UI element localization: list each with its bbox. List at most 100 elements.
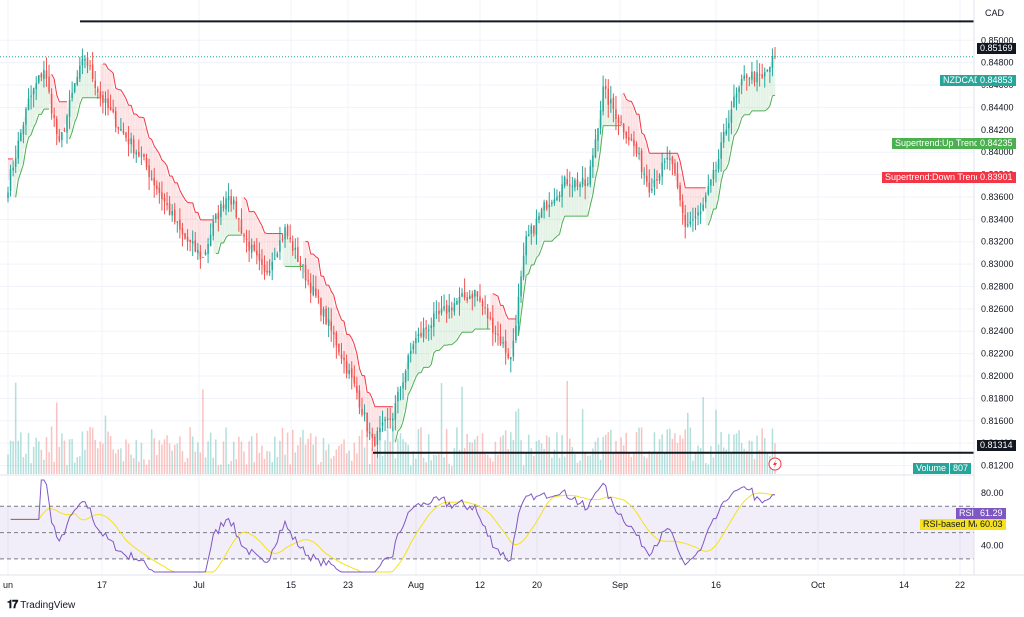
candle-body xyxy=(584,179,586,187)
candle-body xyxy=(594,139,597,158)
candle-body xyxy=(76,77,79,85)
supertrend-down-fill xyxy=(269,233,273,267)
volume-bar xyxy=(256,433,258,474)
supertrend-down-fill xyxy=(192,212,196,246)
supertrend-down-fill xyxy=(277,233,281,247)
supertrend-up-fill xyxy=(769,62,773,96)
candle-body xyxy=(12,167,14,171)
supertrend-up-fill xyxy=(559,190,563,224)
candle-body xyxy=(628,137,630,141)
currency-label[interactable]: CAD xyxy=(985,8,1005,18)
volume-bar xyxy=(569,438,571,474)
candle-body xyxy=(466,297,468,301)
supertrend-up-segment xyxy=(730,135,735,149)
volume-bar xyxy=(76,457,79,474)
time-tick: 23 xyxy=(343,580,353,590)
supertrend-up-segment xyxy=(22,148,27,165)
volume-bar xyxy=(463,448,466,474)
supertrend-down-fill xyxy=(8,158,11,181)
candle-body xyxy=(445,304,448,314)
candle-body xyxy=(771,56,774,68)
candle-body xyxy=(271,261,273,271)
supertrend-down-fill xyxy=(159,160,163,196)
volume-bar xyxy=(176,443,179,474)
supertrend-up-fill xyxy=(603,87,606,126)
supertrend-down-fill xyxy=(495,296,499,335)
volume-bar xyxy=(702,397,704,474)
supertrend-up-segment xyxy=(741,114,745,119)
supertrend-down-fill xyxy=(677,161,681,193)
supertrend-up-segment xyxy=(407,389,412,395)
supertrend-down-fill xyxy=(200,219,204,258)
supertrend-up-segment xyxy=(551,238,555,242)
supertrend-down-fill xyxy=(672,153,676,169)
volume-bar xyxy=(687,412,689,474)
rsi-pane: 80.00 40.00 xyxy=(0,479,1004,573)
candle-body xyxy=(114,111,117,128)
volume-bar xyxy=(484,453,486,474)
candle-body xyxy=(330,321,332,331)
volume-bar xyxy=(150,429,153,474)
supertrend-down-fill xyxy=(151,146,155,182)
supertrend-down-segment xyxy=(125,98,130,106)
volume-bar xyxy=(99,441,102,474)
candle-body xyxy=(622,123,625,133)
supertrend-down-segment xyxy=(158,153,163,161)
supertrend-up-fill xyxy=(41,74,45,110)
candle-body xyxy=(209,234,212,246)
supertrend-down-segment xyxy=(176,182,181,191)
candle-body xyxy=(107,98,109,109)
supertrend-down-fill xyxy=(631,106,635,143)
candle-body xyxy=(215,214,217,219)
volume-bar xyxy=(243,451,245,474)
volume-bar xyxy=(748,440,751,474)
volume-bar xyxy=(132,458,135,474)
candle-body xyxy=(368,432,371,434)
candle-body xyxy=(63,130,66,132)
volume-bar xyxy=(58,446,61,474)
supertrend-up-fill xyxy=(536,217,540,256)
candle-body xyxy=(615,109,617,120)
candle-body xyxy=(202,257,204,259)
volume-bar xyxy=(722,447,725,474)
supertrend-down-segment xyxy=(633,106,637,115)
supertrend-up-fill xyxy=(716,164,719,199)
supertrend-down-segment xyxy=(643,134,648,143)
volume-bar xyxy=(40,449,43,474)
candle-body xyxy=(50,93,53,114)
supertrend-up-fill xyxy=(413,340,417,378)
candle-body xyxy=(476,291,479,297)
candle-body xyxy=(612,97,615,110)
supertrend-down-segment xyxy=(151,139,155,147)
supertrend-up-fill xyxy=(754,77,758,111)
supertrend-up-fill xyxy=(708,182,712,219)
volume-bar xyxy=(181,451,184,474)
supertrend-down-segment xyxy=(323,275,327,286)
volume-bar xyxy=(50,426,53,474)
candle-body xyxy=(733,96,735,108)
volume-bar xyxy=(479,453,481,474)
candle-body xyxy=(517,296,520,324)
candle-body xyxy=(425,327,427,330)
candle-body xyxy=(525,236,527,256)
candle-body xyxy=(40,73,43,78)
price-tick: 0.83000 xyxy=(981,259,1014,269)
volume-bar xyxy=(730,453,733,474)
supertrend-down-fill xyxy=(369,398,373,436)
tradingview-logo[interactable]: 𝟏𝟕 TradingView xyxy=(7,599,75,612)
rsi-tick: 80.00 xyxy=(981,488,1004,498)
supertrend-down-fill xyxy=(662,153,665,162)
lightning-icon[interactable] xyxy=(768,457,782,471)
supertrend-up-fill xyxy=(533,226,537,258)
volume-bar xyxy=(422,457,425,474)
volume-bar xyxy=(84,449,86,474)
volume-bar xyxy=(343,439,345,474)
supertrend-down-fill xyxy=(682,187,686,221)
time-tick: 20 xyxy=(532,580,542,590)
candle-body xyxy=(143,154,145,157)
candle-body xyxy=(194,240,197,252)
volume-bar xyxy=(651,453,653,474)
volume-bar xyxy=(381,455,384,474)
candle-body xyxy=(309,282,312,294)
volume-bar xyxy=(17,440,20,474)
